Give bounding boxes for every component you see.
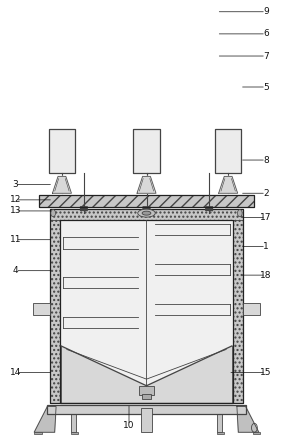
Bar (141, 408, 152, 432)
Bar (217, 407, 222, 432)
Bar (39, 195, 254, 206)
Bar (133, 129, 160, 173)
Text: 4: 4 (13, 266, 18, 275)
Polygon shape (137, 176, 156, 193)
Bar (217, 432, 224, 434)
Bar (142, 394, 151, 399)
Circle shape (51, 210, 55, 217)
Bar (50, 209, 243, 220)
Text: 1: 1 (263, 242, 269, 251)
Bar (253, 432, 260, 434)
Bar (34, 432, 42, 434)
Bar (243, 302, 260, 315)
Circle shape (238, 210, 242, 217)
Bar (33, 302, 50, 315)
Text: 2: 2 (263, 189, 269, 198)
Ellipse shape (142, 211, 151, 215)
Text: 15: 15 (260, 368, 272, 377)
Text: 10: 10 (123, 421, 135, 430)
Text: 7: 7 (263, 52, 269, 60)
Text: 9: 9 (263, 7, 269, 16)
Text: 13: 13 (10, 206, 21, 215)
Bar (139, 386, 154, 395)
Text: 5: 5 (263, 83, 269, 91)
Polygon shape (219, 176, 238, 193)
Polygon shape (61, 346, 232, 404)
Text: 8: 8 (263, 155, 269, 165)
Bar (50, 209, 243, 404)
Bar (71, 407, 76, 432)
Bar (215, 129, 241, 173)
Polygon shape (34, 407, 56, 432)
Text: 12: 12 (10, 195, 21, 204)
Ellipse shape (138, 209, 155, 217)
Bar (47, 405, 246, 414)
Bar (59, 220, 234, 404)
Text: 18: 18 (260, 270, 272, 280)
Bar (50, 209, 59, 404)
Text: 14: 14 (10, 368, 21, 377)
Text: 17: 17 (260, 213, 272, 222)
Text: 3: 3 (12, 180, 18, 189)
Bar (59, 220, 234, 404)
Text: 6: 6 (263, 29, 269, 38)
Text: 11: 11 (10, 235, 21, 244)
Bar (49, 129, 75, 173)
Bar (133, 129, 160, 173)
Bar (215, 129, 241, 173)
Polygon shape (237, 407, 259, 432)
Polygon shape (52, 176, 71, 193)
Bar (234, 209, 243, 404)
Bar (39, 195, 254, 206)
Bar (49, 129, 75, 173)
Bar (71, 432, 78, 434)
